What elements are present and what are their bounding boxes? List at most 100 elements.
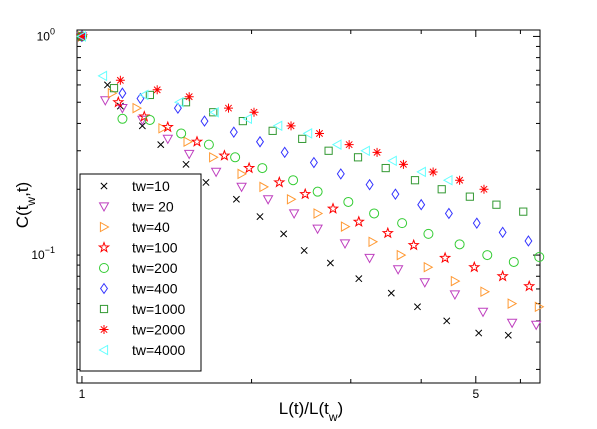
y-tick-label: 10−1 <box>31 245 55 262</box>
data-point <box>442 174 453 186</box>
data-point <box>229 126 238 138</box>
x-tick-label: 5 <box>472 387 479 401</box>
data-point <box>112 95 125 108</box>
data-point <box>530 320 542 331</box>
data-point <box>181 98 191 107</box>
data-point <box>162 134 174 145</box>
data-point <box>416 166 426 178</box>
series-tw-4000 <box>76 31 453 186</box>
data-point <box>523 279 536 292</box>
data-point <box>397 218 408 229</box>
data-point <box>504 331 512 339</box>
legend-label: tw=200 <box>132 260 178 276</box>
x-tick-label: 1 <box>79 387 86 401</box>
data-point <box>223 103 233 113</box>
data-point <box>331 139 342 150</box>
data-point <box>336 168 345 180</box>
data-point <box>288 175 299 186</box>
data-point <box>372 147 382 157</box>
data-point <box>97 70 108 82</box>
data-point <box>203 139 214 150</box>
data-point <box>288 209 300 220</box>
data-point <box>326 202 340 214</box>
data-point <box>132 102 143 114</box>
data-point <box>280 146 289 159</box>
data-point <box>465 192 474 201</box>
data-point <box>138 110 151 122</box>
data-point <box>315 128 325 138</box>
data-point <box>387 155 397 167</box>
data-point <box>352 215 365 228</box>
data-point <box>182 160 190 168</box>
data-point <box>417 198 426 211</box>
data-point <box>506 318 518 329</box>
data-point <box>312 224 323 235</box>
data-point <box>413 303 421 311</box>
data-point <box>410 176 420 185</box>
data-point <box>343 196 354 207</box>
data-point <box>365 178 374 191</box>
data-point <box>340 221 351 232</box>
data-point <box>475 329 483 337</box>
legend-marker <box>99 304 109 314</box>
y-axis-label: C(tw,t) <box>13 182 38 228</box>
data-point <box>107 87 118 99</box>
data-point <box>396 249 407 261</box>
data-point <box>355 275 363 283</box>
data-point <box>242 113 252 125</box>
legend-label: tw=4000 <box>132 342 186 358</box>
data-point <box>157 141 165 149</box>
data-point <box>507 298 518 309</box>
data-point <box>480 286 491 298</box>
legend-label: tw=400 <box>132 281 178 297</box>
data-point <box>309 156 318 169</box>
data-point <box>202 178 210 186</box>
legend-label: tw=40 <box>132 219 170 235</box>
data-point <box>398 159 408 169</box>
data-point <box>387 289 395 297</box>
data-point <box>449 290 461 301</box>
data-point <box>482 250 493 261</box>
y-tick-labels: 100 10−1 <box>31 26 55 262</box>
data-point <box>255 135 265 148</box>
data-point <box>272 120 283 132</box>
data-point <box>238 116 247 126</box>
data-point <box>381 226 394 239</box>
data-marks <box>75 29 545 339</box>
data-point <box>138 89 149 101</box>
data-point <box>344 140 354 150</box>
legend-label: tw=1000 <box>132 301 186 317</box>
data-point <box>391 188 400 200</box>
data-point <box>392 265 404 275</box>
data-point <box>118 87 127 99</box>
series-tw-40 <box>77 31 545 313</box>
data-point <box>184 92 194 102</box>
data-point <box>109 84 119 93</box>
data-point <box>145 90 154 100</box>
data-point <box>232 195 240 203</box>
data-point <box>312 186 323 197</box>
data-point <box>353 153 363 162</box>
data-point <box>407 238 420 251</box>
data-point <box>450 275 461 287</box>
data-point <box>534 251 545 262</box>
data-point <box>77 31 87 41</box>
data-point <box>472 217 481 229</box>
data-point <box>218 149 231 161</box>
data-point <box>210 167 222 178</box>
data-point <box>360 145 370 157</box>
data-point <box>173 102 182 114</box>
data-point <box>243 161 256 174</box>
data-point <box>302 128 313 139</box>
data-point <box>339 239 351 250</box>
data-point <box>268 126 277 135</box>
legend-label: tw=100 <box>132 240 178 256</box>
data-point <box>381 163 390 173</box>
legend-marker <box>98 202 110 213</box>
data-point <box>419 278 431 288</box>
data-point <box>443 317 451 325</box>
data-point <box>99 96 111 106</box>
legend-marker <box>98 344 109 356</box>
data-point <box>364 253 375 264</box>
data-point <box>479 184 489 194</box>
